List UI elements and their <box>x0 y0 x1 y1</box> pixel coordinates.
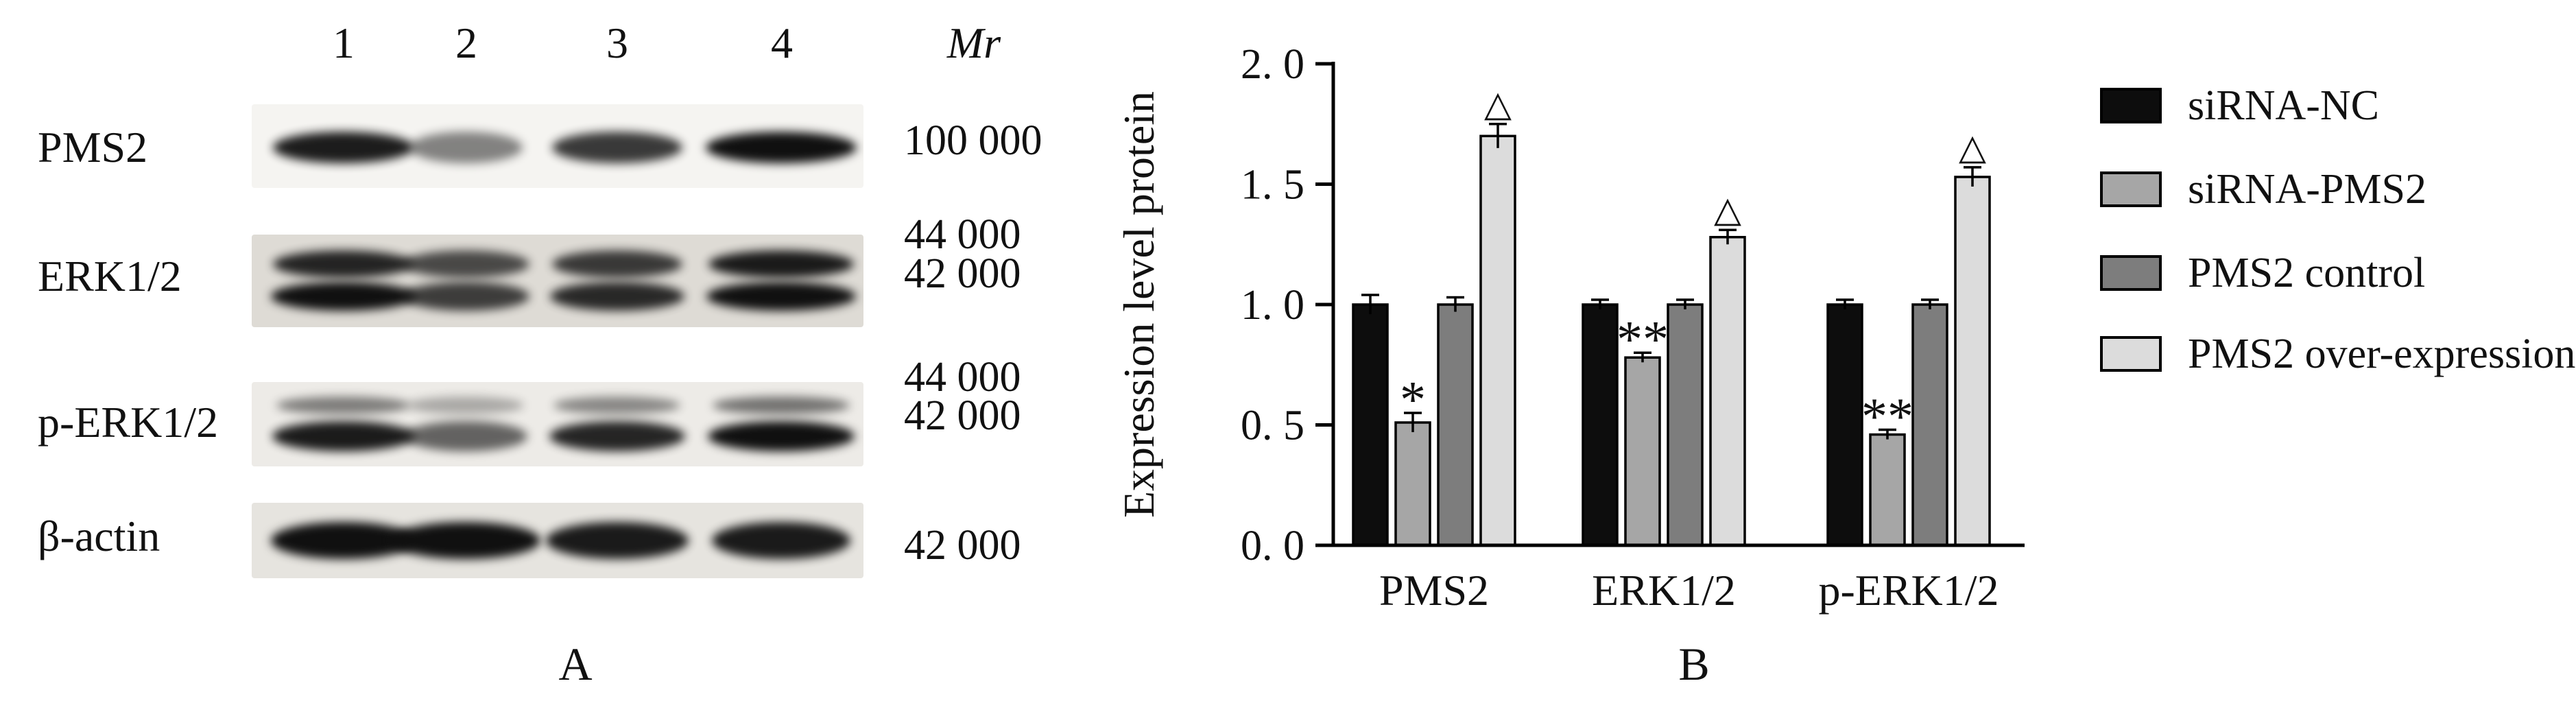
blot-strip-b-actin <box>252 503 863 578</box>
bar <box>1624 356 1661 547</box>
blot-band <box>553 396 681 415</box>
blot-band <box>549 420 685 451</box>
panel-a-label: A <box>558 638 593 690</box>
blot-band <box>402 282 529 311</box>
blot-strip-pms2 <box>252 104 863 188</box>
mr-value: 42 000 <box>904 392 1021 439</box>
bar <box>1582 303 1619 547</box>
mr-value: 100 000 <box>904 117 1042 164</box>
blot-band <box>402 250 529 278</box>
legend-label: siRNA-NC <box>2188 82 2380 129</box>
x-category-label: PMS2 <box>1379 566 1489 615</box>
blot-band <box>391 522 541 559</box>
lane-number: 4 <box>771 19 793 67</box>
x-category-label: p-ERK1/2 <box>1818 566 1999 615</box>
bar <box>1954 176 1991 547</box>
lane-number: 2 <box>455 19 477 67</box>
blot-band <box>273 250 414 278</box>
bar <box>1479 134 1516 547</box>
blot-band <box>551 132 682 164</box>
blot-band <box>270 282 416 311</box>
bar <box>1437 303 1474 547</box>
blot-band <box>708 420 855 451</box>
blot-band <box>549 282 684 311</box>
blot-band <box>706 132 857 164</box>
blot-row-label-p-erk12: p-ERK1/2 <box>38 398 219 447</box>
legend-swatch <box>2100 171 2162 207</box>
mr-value: 44 000 <box>904 211 1021 258</box>
y-tick-label: 0. 0 <box>1241 523 1304 569</box>
blot-strip-erk12 <box>252 235 863 327</box>
mr-value: 42 000 <box>904 522 1021 569</box>
significance-annotation: △ <box>1484 85 1512 124</box>
panel-b-label: B <box>1678 638 1710 690</box>
blot-band <box>273 132 414 164</box>
blot-row-label-b-actin: β-actin <box>38 512 160 560</box>
blot-band <box>713 396 850 415</box>
blot-band <box>404 420 528 451</box>
bar <box>1394 421 1431 547</box>
legend-item: PMS2 over-expression <box>2100 333 2575 375</box>
significance-annotation: △ <box>1714 191 1741 230</box>
blot-band <box>708 250 855 278</box>
x-category-label: ERK1/2 <box>1592 566 1736 615</box>
bar <box>1667 303 1704 547</box>
y-tick-label: 1. 0 <box>1241 282 1304 329</box>
blot-band <box>407 396 525 415</box>
blot-strip-p-erk12 <box>252 382 863 466</box>
y-tick-label: 0. 5 <box>1241 403 1304 449</box>
mr-value: 42 000 <box>904 250 1021 297</box>
legend-swatch <box>2100 336 2162 372</box>
blot-band <box>276 396 411 415</box>
significance-annotation: * <box>1400 371 1426 429</box>
significance-annotation: △ <box>1959 128 1986 167</box>
blot-band <box>712 522 851 559</box>
legend-label: PMS2 over-expression <box>2188 331 2576 377</box>
blot-band <box>545 522 689 559</box>
legend-item: siRNA-PMS2 <box>2100 166 2426 213</box>
y-tick-label: 1. 5 <box>1241 162 1304 209</box>
legend-label: PMS2 control <box>2188 250 2426 296</box>
lane-number: 3 <box>606 19 628 67</box>
bar <box>1826 303 1863 547</box>
bar <box>1352 303 1389 547</box>
bar <box>1709 235 1746 547</box>
mr-value: 44 000 <box>904 354 1021 401</box>
legend-label: siRNA-PMS2 <box>2188 166 2426 213</box>
y-tick-label: 2. 0 <box>1241 41 1304 88</box>
legend-item: PMS2 control <box>2100 252 2425 294</box>
bar <box>1911 303 1948 547</box>
blot-band <box>409 132 523 164</box>
y-axis-title: Expression level protein <box>1114 91 1163 518</box>
blot-band <box>272 420 415 451</box>
blot-band <box>706 282 857 311</box>
significance-annotation: ** <box>1861 388 1913 446</box>
bar <box>1869 433 1906 547</box>
blot-row-label-erk12: ERK1/2 <box>38 252 182 300</box>
lane-number: 1 <box>333 19 355 67</box>
blot-row-label-pms2: PMS2 <box>38 123 148 171</box>
mr-header: Mr <box>946 19 1001 67</box>
legend-item: siRNA-NC <box>2100 82 2380 129</box>
legend-swatch <box>2100 88 2162 123</box>
blot-band <box>551 250 682 278</box>
legend-swatch <box>2100 255 2162 291</box>
significance-annotation: ** <box>1617 311 1669 368</box>
